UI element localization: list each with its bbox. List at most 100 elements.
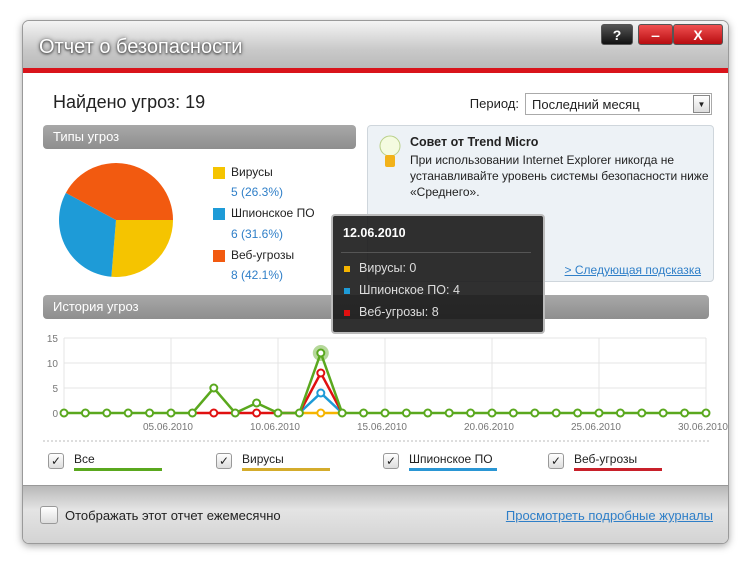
data-point — [594, 408, 604, 418]
threats-found: Найдено угроз: 19 — [53, 92, 206, 112]
data-point — [551, 408, 561, 418]
y-tick-label: 5 — [52, 384, 58, 395]
threat-types-pie — [59, 163, 173, 277]
checkbox-web-threats[interactable]: ✓ — [548, 453, 564, 469]
window-title: Отчет о безопасности — [39, 36, 243, 58]
x-tick-label: 25.06.2010 — [571, 422, 621, 433]
series-viruses-line — [242, 468, 330, 471]
x-tick-label: 05.06.2010 — [143, 422, 193, 433]
period-select[interactable]: Последний месяц ▼ — [525, 93, 712, 115]
data-point — [80, 408, 90, 418]
data-point — [637, 408, 647, 418]
data-point — [252, 408, 262, 418]
title-divider — [23, 68, 728, 73]
data-point — [401, 408, 411, 418]
title-bar[interactable]: Отчет о безопасности ? ‒ X — [23, 21, 728, 69]
tooltip-divider — [341, 252, 531, 253]
help-button[interactable]: ? — [601, 24, 633, 45]
data-point — [273, 408, 283, 418]
pie-slice-spyware — [59, 192, 116, 277]
virus-swatch — [213, 167, 225, 179]
data-point — [444, 408, 454, 418]
series-all-line — [74, 468, 162, 471]
period-label: Период: — [469, 96, 519, 111]
security-report-window: Отчет о безопасности ? ‒ X Найдено угроз… — [22, 20, 729, 544]
data-point — [359, 408, 369, 418]
checkbox-viruses[interactable]: ✓ — [216, 453, 232, 469]
legend-virus-value: 5 (26.3%) — [231, 185, 284, 199]
tooltip-date: 12.06.2010 — [343, 226, 406, 240]
checkbox-all[interactable]: ✓ — [48, 453, 64, 469]
data-point — [316, 408, 326, 418]
data-point — [123, 408, 133, 418]
series-web-line — [574, 468, 662, 471]
data-point — [166, 408, 176, 418]
data-point — [466, 408, 476, 418]
minimize-button[interactable]: ‒ — [638, 24, 673, 45]
checkbox-spyware[interactable]: ✓ — [383, 453, 399, 469]
data-point — [423, 408, 433, 418]
data-point — [145, 408, 155, 418]
monthly-report-label: Отображать этот отчет ежемесячно — [65, 508, 281, 523]
lightbulb-icon — [379, 135, 401, 167]
pie-slice-web-threats — [65, 163, 173, 220]
period-value: Последний месяц — [532, 97, 640, 112]
data-point — [530, 408, 540, 418]
data-point — [316, 348, 326, 358]
data-point — [316, 388, 326, 398]
data-point — [230, 408, 240, 418]
tooltip-viruses: Вирусы: 0 — [359, 261, 417, 275]
data-point — [209, 408, 219, 418]
legend-spyware-value: 6 (31.6%) — [231, 227, 284, 241]
chart-tooltip: 12.06.2010 Вирусы: 0 Шпионское ПО: 4 Веб… — [331, 214, 545, 334]
data-point — [187, 408, 197, 418]
legend-web-label: Веб-угрозы — [231, 248, 295, 262]
footer: Отображать этот отчет ежемесячно Просмот… — [23, 485, 728, 543]
data-point — [59, 408, 69, 418]
chart-divider — [43, 440, 709, 442]
series-spyware-label: Шпионское ПО — [409, 452, 493, 466]
threat-history-chart: 0 5 10 15 05.06.2010 10.06.2010 15.06.2010 20.0… — [47, 334, 728, 433]
series-spyware-line — [409, 468, 497, 471]
web-threats-swatch — [213, 250, 225, 262]
legend-spyware-label: Шпионское ПО — [231, 206, 315, 220]
data-point — [487, 408, 497, 418]
data-point — [252, 398, 262, 408]
data-point — [701, 408, 711, 418]
series-all-label: Все — [74, 452, 95, 466]
x-tick-label: 20.06.2010 — [464, 422, 514, 433]
data-point — [316, 368, 326, 378]
monthly-report-checkbox[interactable] — [40, 506, 58, 524]
y-tick-label: 0 — [52, 409, 58, 420]
view-logs-link[interactable]: Просмотреть подробные журналы — [505, 508, 713, 523]
data-point — [573, 408, 583, 418]
data-point — [337, 408, 347, 418]
pie-slice-viruses — [111, 220, 173, 277]
data-point — [615, 408, 625, 418]
tooltip-spyware-dot — [344, 288, 350, 294]
x-tick-label: 30.06.2010 — [678, 422, 728, 433]
data-point — [508, 408, 518, 418]
close-button[interactable]: X — [673, 24, 723, 45]
data-point — [102, 408, 112, 418]
legend-web-value: 8 (42.1%) — [231, 268, 284, 282]
tip-body: При использовании Internet Explorer нико… — [410, 153, 709, 199]
data-point — [294, 408, 304, 418]
series-viruses-label: Вирусы — [242, 452, 284, 466]
tooltip-virus-dot — [344, 266, 350, 272]
tooltip-web-dot — [344, 310, 350, 316]
y-tick-label: 15 — [47, 334, 59, 345]
chevron-down-icon[interactable]: ▼ — [693, 95, 710, 113]
x-tick-label: 10.06.2010 — [250, 422, 300, 433]
tooltip-web: Веб-угрозы: 8 — [359, 305, 439, 319]
next-tip-link[interactable]: > Следующая подсказка — [564, 263, 701, 277]
data-point — [658, 408, 668, 418]
spyware-swatch — [213, 208, 225, 220]
series-web-label: Веб-угрозы — [574, 452, 638, 466]
y-tick-label: 10 — [47, 359, 59, 370]
data-point — [380, 408, 390, 418]
tooltip-spyware: Шпионское ПО: 4 — [359, 283, 460, 297]
data-point — [680, 408, 690, 418]
tip-title: Совет от Trend Micro — [410, 135, 539, 149]
x-tick-label: 15.06.2010 — [357, 422, 407, 433]
